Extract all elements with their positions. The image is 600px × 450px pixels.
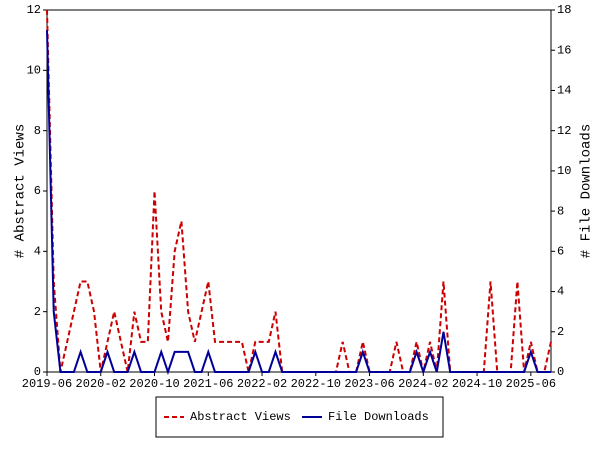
y2-tick-label: 4 (557, 285, 564, 299)
y2-tick-label: 10 (557, 164, 571, 178)
x-tick-label: 2022-10 (291, 377, 341, 391)
y-tick-label: 8 (34, 124, 41, 138)
x-tick-label: 2020-10 (129, 377, 179, 391)
y-tick-label: 6 (34, 184, 41, 198)
y2-tick-label: 16 (557, 43, 571, 57)
x-tick-label: 2020-02 (76, 377, 126, 391)
legend-label: Abstract Views (190, 410, 291, 424)
y2-axis-title: # File Downloads (579, 124, 595, 258)
y2-tick-label: 8 (557, 204, 564, 218)
y-tick-label: 2 (34, 305, 41, 319)
series-line (46, 9, 552, 373)
x-tick-label: 2021-06 (183, 377, 233, 391)
y-tick-label: 0 (34, 365, 41, 379)
x-tick-label: 2024-10 (452, 377, 502, 391)
y2-tick-label: 14 (557, 84, 571, 98)
y2-tick-label: 6 (557, 245, 564, 259)
plot-frame (46, 9, 552, 373)
series-line (46, 30, 551, 376)
y2-tick-label: 2 (557, 325, 564, 339)
y2-tick-label: 18 (557, 3, 571, 17)
y2-tick-label: 0 (557, 365, 564, 379)
y2-tick-label: 12 (557, 124, 571, 138)
y-tick-label: 4 (34, 245, 41, 259)
legend-box (155, 396, 444, 438)
y-tick-label: 10 (27, 64, 41, 78)
x-tick-label: 2022-02 (237, 377, 287, 391)
y-axis-title: # Abstract Views (13, 124, 29, 258)
x-tick-label: 2019-06 (22, 377, 72, 391)
y-tick-label: 12 (27, 3, 41, 17)
x-tick-label: 2025-06 (506, 377, 556, 391)
x-tick-label: 2023-06 (344, 377, 394, 391)
x-tick-label: 2024-02 (398, 377, 448, 391)
legend-label: File Downloads (328, 410, 429, 424)
